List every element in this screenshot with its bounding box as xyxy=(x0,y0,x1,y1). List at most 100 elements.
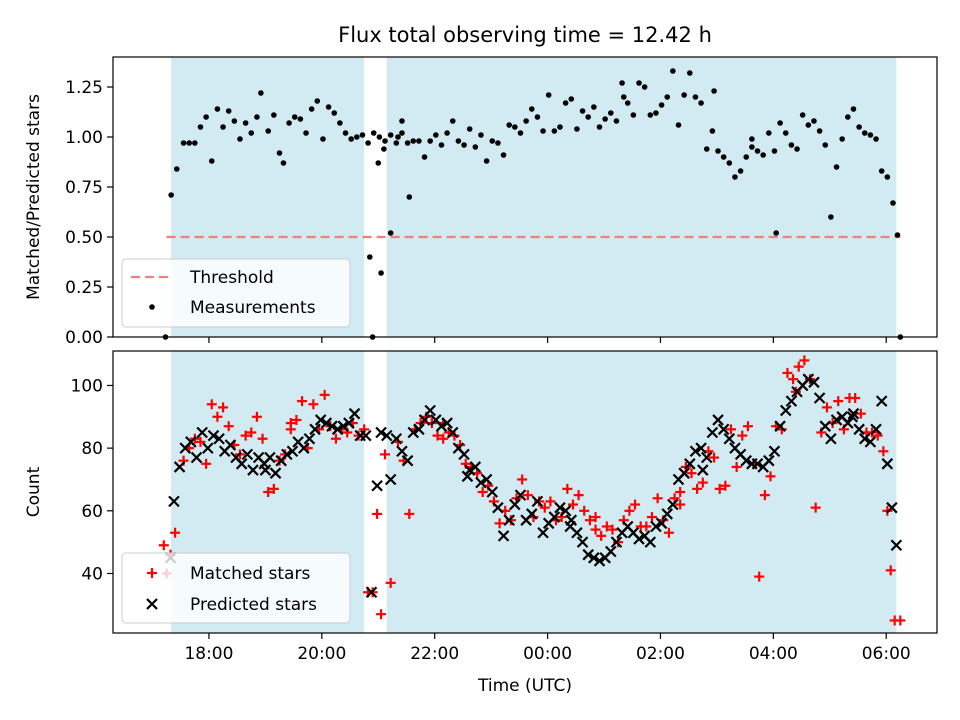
predicted-star-point xyxy=(697,464,709,476)
predicted-star-point-b xyxy=(621,520,634,533)
predicted-star-point-b xyxy=(390,432,403,445)
measurement-point xyxy=(406,194,413,200)
predicted-star-point-b xyxy=(384,473,397,486)
predicted-star-point xyxy=(348,407,361,420)
measurement-point xyxy=(596,124,603,130)
measurement-point xyxy=(186,140,192,146)
predicted-star-point xyxy=(514,489,527,501)
predicted-star-point xyxy=(497,530,510,542)
measurement-point xyxy=(773,230,779,236)
predicted-star-point xyxy=(441,417,453,429)
predicted-star-point-b xyxy=(461,470,474,483)
predicted-star-point xyxy=(537,526,549,539)
predicted-star-point xyxy=(564,520,576,533)
measurement-point xyxy=(180,140,187,146)
measurement-point xyxy=(607,110,614,116)
matched-star-point xyxy=(630,499,641,510)
predicted-star-point-b xyxy=(202,442,214,454)
matched-star-point xyxy=(195,436,206,447)
measurement-point xyxy=(766,130,772,136)
measurement-point xyxy=(551,128,558,134)
predicted-star-point-b xyxy=(576,536,589,548)
predicted-star-point xyxy=(224,439,237,451)
bottom-y-tick-label: 60 xyxy=(81,502,103,522)
measurement-point xyxy=(732,174,738,180)
predicted-star-point xyxy=(684,458,696,470)
predicted-star-point xyxy=(458,448,470,461)
measurement-point xyxy=(466,126,473,132)
predicted-star-point xyxy=(469,461,482,473)
predicted-star-point xyxy=(881,458,894,470)
predicted-star-point xyxy=(740,454,753,467)
matched-star-point xyxy=(376,609,387,620)
measurement-point xyxy=(517,130,524,136)
x-axis-label: Time (UTC) xyxy=(477,676,572,696)
measurement-point xyxy=(500,152,507,158)
matched-star-point xyxy=(607,524,618,535)
predicted-star-point xyxy=(326,420,338,432)
predicted-star-point-b xyxy=(264,451,276,464)
matched-star-point xyxy=(562,483,573,494)
measurement-point xyxy=(297,116,304,122)
predicted-star-point-b xyxy=(881,458,894,470)
predicted-star-point-b xyxy=(435,420,448,432)
matched-star-point xyxy=(742,421,753,432)
predicted-star-point-b xyxy=(729,442,741,454)
measurement-point xyxy=(478,132,484,138)
measurement-point xyxy=(749,144,755,150)
measurement-point xyxy=(675,122,682,128)
measurement-point xyxy=(794,146,800,152)
matched-star-point xyxy=(573,490,584,501)
predicted-star-point-b xyxy=(697,464,709,476)
predicted-star-point xyxy=(196,426,208,439)
predicted-star-point-b xyxy=(480,473,493,486)
bottom-legend-box xyxy=(121,552,351,624)
measurement-point xyxy=(720,154,727,160)
predicted-star-point-b xyxy=(684,458,696,470)
measurement-point xyxy=(325,104,332,110)
predicted-star-point xyxy=(365,586,378,599)
predicted-star-point-b xyxy=(190,451,203,464)
predicted-star-point xyxy=(173,461,186,473)
predicted-star-point xyxy=(207,429,220,442)
legend-measurements-swatch xyxy=(149,304,155,310)
matched-star-point xyxy=(641,521,652,532)
predicted-star-point xyxy=(309,423,321,436)
measurement-point xyxy=(754,148,761,154)
measurement-point xyxy=(348,136,354,142)
predicted-star-point-b xyxy=(241,448,254,461)
predicted-star-point-b xyxy=(830,414,843,426)
predicted-star-point xyxy=(480,473,493,486)
measurement-point xyxy=(658,102,665,108)
predicted-star-point xyxy=(492,501,504,514)
matched-star-point xyxy=(759,490,770,501)
predicted-star-point-b xyxy=(401,454,414,467)
predicted-star-point-b xyxy=(252,451,265,464)
predicted-star-point-b xyxy=(627,526,640,539)
measurement-point xyxy=(873,136,879,142)
predicted-star-point-b xyxy=(864,436,877,448)
measurement-point xyxy=(771,148,778,154)
predicted-star-point-b xyxy=(605,545,617,558)
measurement-point xyxy=(574,126,580,132)
predicted-star-point xyxy=(463,464,476,476)
measurement-point xyxy=(438,142,445,148)
predicted-star-point-b xyxy=(886,501,898,514)
predicted-star-point-b xyxy=(564,520,576,533)
predicted-star-point-b xyxy=(667,498,679,511)
measurement-point xyxy=(591,104,597,110)
predicted-star-point-b xyxy=(424,404,436,417)
matched-star-point xyxy=(596,530,607,541)
predicted-star-point-b xyxy=(751,458,764,470)
top-y-tick-label: 1.00 xyxy=(65,128,103,148)
predicted-star-point xyxy=(582,548,594,561)
predicted-star-point xyxy=(813,392,826,404)
matched-star-point xyxy=(251,411,262,422)
measurement-point xyxy=(681,92,687,98)
predicted-star-point-b xyxy=(819,420,832,432)
measurement-point xyxy=(715,148,721,154)
matched-star-point xyxy=(372,508,383,519)
measurement-point xyxy=(208,158,215,164)
predicted-star-point-b xyxy=(446,426,459,439)
predicted-star-point-b xyxy=(582,548,594,561)
